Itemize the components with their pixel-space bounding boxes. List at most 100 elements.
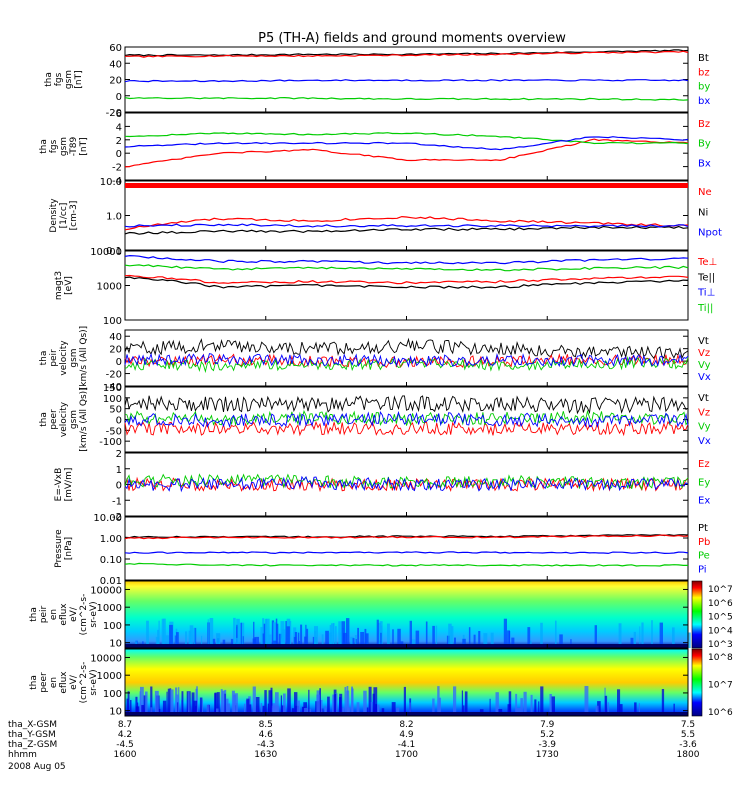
legend-label: Ti|| (697, 303, 713, 314)
series-line-Vy (124, 356, 689, 374)
spectrogram-streak (175, 687, 178, 716)
y-axis-label-line: [km/s (All Qs)] (79, 387, 89, 451)
x-tick-value: 4.6 (259, 730, 274, 740)
panel-9: 10000 1000 100 10 tha peir en eflux eV/(cm^2-s-s… (29, 580, 733, 650)
spectrogram-streak (403, 686, 406, 716)
colorbar-tick-label: 10^7 (708, 585, 733, 595)
spectrogram-streak (176, 702, 179, 716)
panel-4: 10000 1000 100 magt3 [eV] Te⊥ Te|| Ti⊥ Ti|| (54, 247, 717, 327)
spectrogram-streak (286, 626, 290, 648)
spectrogram-streak (166, 691, 168, 716)
legend-label: Bx (698, 158, 711, 169)
spectrogram-streak (181, 691, 184, 716)
x-row-label: tha_Z-GSM (8, 740, 57, 750)
y-axis-label-line: E=-VxB (54, 468, 64, 502)
spectrogram-streak (274, 707, 277, 716)
spectrogram-streak (357, 627, 359, 648)
y-axis-label-line: tha (29, 607, 39, 622)
series-line-By (124, 132, 689, 145)
y-axis-label-line: gsm (64, 70, 74, 89)
panel-frame (124, 329, 689, 387)
y-axis-label-line: (cm^2-s- (79, 594, 89, 636)
spectrogram-streak (262, 705, 265, 716)
y-axis-label-line: tha (39, 139, 49, 154)
y-axis-label-line: tha (29, 675, 39, 690)
spectrogram-streak (252, 638, 256, 648)
y-tick-label: 6 (116, 109, 122, 120)
spectrogram-streak (350, 636, 354, 648)
x-row-label: 2008 Aug 05 (8, 762, 66, 772)
y-tick-label: 0 (116, 416, 122, 427)
x-tick-value: 1600 (114, 750, 137, 760)
y-tick-label: 20 (109, 345, 122, 356)
spectrogram-streak (325, 630, 329, 648)
spectrogram-streak (659, 622, 663, 648)
spectrogram-streak (508, 691, 512, 716)
spectrogram-streak (332, 694, 335, 716)
y-axis-label-line: [1/cc] (59, 203, 69, 229)
y-axis-label-line: peir (39, 605, 49, 623)
spectrogram-streak (264, 690, 267, 716)
spectrogram-streak (275, 692, 279, 716)
y-tick-label: 2 (116, 136, 122, 147)
spectrogram-streak (331, 623, 335, 648)
y-tick-label: 10 (109, 707, 122, 718)
spectrogram-streak (366, 707, 369, 716)
spectrogram-streak (231, 690, 235, 716)
colorbar-tick-label: 10^4 (708, 626, 733, 636)
spectrogram-streak (540, 686, 544, 716)
y-axis-label-line: gsm (59, 137, 69, 156)
legend-label: Pt (698, 523, 708, 534)
y-tick-label: 10000 (90, 585, 122, 596)
y-tick-label: 40 (109, 59, 122, 70)
spectrogram-streak (346, 690, 350, 716)
y-tick-label: 2 (116, 449, 122, 460)
panel-frame (124, 112, 689, 181)
spectrogram-streak (520, 698, 523, 716)
y-tick-label: 40 (109, 332, 122, 343)
spectrogram-streak (327, 696, 330, 716)
y-axis-label-line: eflux (59, 603, 69, 626)
y-axis-label-line: peer (39, 672, 49, 693)
spectrogram-streak (489, 698, 491, 716)
spectrogram-streak (329, 625, 332, 648)
spectrogram-streak (165, 635, 169, 648)
spectrogram-streak (392, 629, 394, 648)
legend-label: Te⊥ (697, 257, 717, 268)
spectrogram-streak (267, 703, 269, 716)
legend-label: Vt (698, 393, 709, 404)
spectrogram-streak (272, 703, 276, 716)
y-axis-label-line: [nT] (79, 137, 89, 155)
spectrogram-streak (263, 623, 266, 648)
spectrogram-streak (233, 617, 236, 648)
spectrogram-streak (432, 698, 435, 716)
y-axis-label-line: [nPa] (64, 537, 74, 560)
spectrogram-streak (222, 639, 226, 648)
spectrogram-streak (355, 639, 357, 648)
y-tick-label: 10.0 (100, 177, 122, 188)
spectrogram-streak (242, 636, 244, 648)
y-axis-label-line: [km/s (All Qs)] (79, 326, 89, 390)
spectrogram-streak (241, 622, 245, 648)
spectrogram-streak (463, 705, 465, 716)
panel-3: 10.0 1.0 0.1 Density [1/cc] [cm-3] Ne Ni Npot (49, 177, 722, 257)
y-tick-label: 0 (116, 149, 122, 160)
spectrogram-streak (334, 694, 337, 716)
spectrogram-streak (364, 628, 367, 648)
spectrogram-streak (432, 625, 435, 648)
spectrogram-streak (515, 693, 518, 716)
spectrogram-streak (687, 632, 691, 648)
spectrogram-streak (391, 702, 396, 716)
x-tick-value: -4.5 (116, 740, 134, 750)
red-band (125, 183, 688, 188)
spectrogram-streak (154, 690, 159, 716)
spectrogram-streak (638, 703, 640, 716)
spectrogram-streak (319, 688, 321, 716)
legend-label: Vx (698, 372, 711, 383)
spectrogram-streak (507, 704, 511, 716)
y-axis-label-line: (cm^2-s- (79, 662, 89, 704)
y-tick-label: 1000 (97, 282, 122, 293)
spectrogram-streak (234, 703, 238, 716)
panel-8: 10.00 1.00 0.10 0.01 Pressure [nPa] Pt Pb Pe Pi (54, 513, 710, 587)
